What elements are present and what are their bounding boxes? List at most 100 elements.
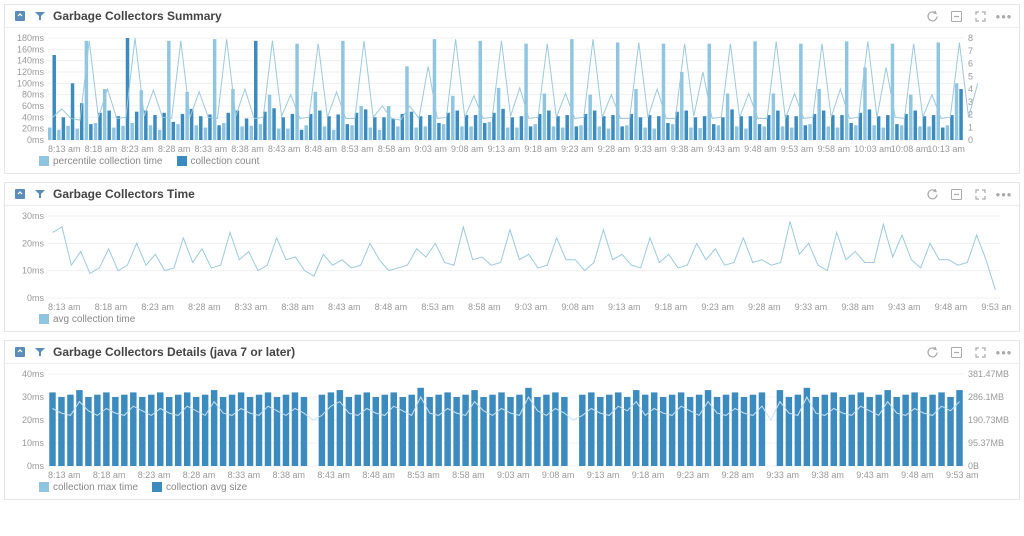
svg-text:8:33 am: 8:33 am (235, 302, 268, 312)
more-icon[interactable]: ••• (997, 187, 1011, 201)
expand-icon[interactable] (13, 9, 27, 23)
svg-text:8:48 am: 8:48 am (362, 470, 395, 480)
svg-text:9:18 am: 9:18 am (632, 470, 665, 480)
svg-text:95.37MB: 95.37MB (968, 438, 1004, 448)
svg-text:30ms: 30ms (22, 392, 45, 402)
panel-header: Garbage Collectors Time ••• (5, 183, 1019, 206)
svg-text:0ms: 0ms (27, 293, 45, 303)
minimize-icon[interactable] (949, 9, 963, 23)
svg-text:10ms: 10ms (22, 438, 45, 448)
svg-text:10:13 am: 10:13 am (927, 144, 965, 154)
svg-text:9:08 am: 9:08 am (561, 302, 594, 312)
svg-text:9:28 am: 9:28 am (748, 302, 781, 312)
refresh-icon[interactable] (925, 187, 939, 201)
legend: collection max time collection avg size (13, 480, 1011, 497)
svg-text:9:18 am: 9:18 am (524, 144, 557, 154)
svg-text:8:58 am: 8:58 am (468, 302, 501, 312)
filter-icon[interactable] (33, 345, 47, 359)
fullscreen-icon[interactable] (973, 9, 987, 23)
filter-icon[interactable] (33, 187, 47, 201)
svg-text:8:33 am: 8:33 am (195, 144, 228, 154)
svg-text:9:53 am: 9:53 am (781, 144, 814, 154)
svg-text:8:58 am: 8:58 am (378, 144, 411, 154)
chart-area: 0ms10ms20ms30ms8:13 am8:18 am8:23 am8:28… (5, 206, 1019, 331)
svg-text:30ms: 30ms (22, 212, 45, 221)
svg-text:100ms: 100ms (17, 78, 45, 88)
chart-area: 0ms10ms20ms30ms40ms0B95.37MB190.73MB286.… (5, 364, 1019, 499)
svg-text:286.1MB: 286.1MB (968, 392, 1004, 402)
svg-text:9:23 am: 9:23 am (701, 302, 734, 312)
svg-text:40ms: 40ms (22, 370, 45, 379)
svg-text:8:43 am: 8:43 am (268, 144, 301, 154)
expand-icon[interactable] (13, 187, 27, 201)
svg-text:8:38 am: 8:38 am (231, 144, 264, 154)
svg-text:9:03 am: 9:03 am (414, 144, 447, 154)
svg-text:9:38 am: 9:38 am (671, 144, 704, 154)
svg-text:8:38 am: 8:38 am (273, 470, 306, 480)
svg-text:9:33 am: 9:33 am (766, 470, 799, 480)
svg-text:8:53 am: 8:53 am (421, 302, 454, 312)
gc-summary-chart: 0ms20ms 40ms60ms80ms 100ms120ms140ms 160ms 1… (13, 34, 1011, 154)
fullscreen-icon[interactable] (973, 345, 987, 359)
svg-text:8:13 am: 8:13 am (48, 144, 81, 154)
expand-icon[interactable] (13, 345, 27, 359)
svg-text:381.47MB: 381.47MB (968, 370, 1009, 379)
svg-text:9:03 am: 9:03 am (515, 302, 548, 312)
panel-gc-time: Garbage Collectors Time ••• 0ms10ms20ms3… (4, 182, 1020, 332)
svg-text:1: 1 (968, 122, 973, 132)
panel-title: Garbage Collectors Details (java 7 or la… (53, 345, 295, 359)
svg-text:7: 7 (968, 46, 973, 56)
panel-header: Garbage Collectors Details (java 7 or la… (5, 341, 1019, 364)
legend-item: avg collection time (39, 314, 135, 325)
svg-text:0ms: 0ms (27, 135, 45, 145)
svg-text:9:13 am: 9:13 am (488, 144, 521, 154)
svg-text:8:38 am: 8:38 am (281, 302, 314, 312)
panel-title: Garbage Collectors Time (53, 187, 195, 201)
filter-icon[interactable] (33, 9, 47, 23)
svg-text:9:18 am: 9:18 am (655, 302, 688, 312)
svg-text:8:48 am: 8:48 am (304, 144, 337, 154)
more-icon[interactable]: ••• (997, 9, 1011, 23)
svg-text:9:43 am: 9:43 am (856, 470, 889, 480)
svg-text:9:53 am: 9:53 am (981, 302, 1011, 312)
svg-text:40ms: 40ms (22, 112, 45, 122)
svg-text:9:33 am: 9:33 am (634, 144, 667, 154)
svg-text:8:43 am: 8:43 am (317, 470, 350, 480)
svg-text:80ms: 80ms (22, 90, 45, 100)
svg-text:9:38 am: 9:38 am (811, 470, 844, 480)
svg-text:20ms: 20ms (22, 124, 45, 134)
svg-text:9:08 am: 9:08 am (542, 470, 575, 480)
svg-text:10:08 am: 10:08 am (891, 144, 929, 154)
refresh-icon[interactable] (925, 345, 939, 359)
fullscreen-icon[interactable] (973, 187, 987, 201)
svg-text:8:53 am: 8:53 am (407, 470, 440, 480)
svg-text:4: 4 (968, 84, 973, 94)
svg-text:9:43 am: 9:43 am (888, 302, 921, 312)
minimize-icon[interactable] (949, 187, 963, 201)
svg-text:160ms: 160ms (17, 44, 45, 54)
svg-text:9:28 am: 9:28 am (598, 144, 631, 154)
svg-text:8:23 am: 8:23 am (121, 144, 154, 154)
chart-area: 0ms20ms 40ms60ms80ms 100ms120ms140ms 160ms 1… (5, 28, 1019, 173)
refresh-icon[interactable] (925, 9, 939, 23)
svg-text:120ms: 120ms (17, 67, 45, 77)
svg-text:8:28 am: 8:28 am (183, 470, 216, 480)
svg-text:8:48 am: 8:48 am (375, 302, 408, 312)
legend-item: collection count (177, 156, 260, 167)
svg-text:8:18 am: 8:18 am (93, 470, 126, 480)
more-icon[interactable]: ••• (997, 345, 1011, 359)
svg-text:9:23 am: 9:23 am (677, 470, 710, 480)
legend-item: percentile collection time (39, 156, 163, 167)
svg-text:5: 5 (968, 71, 973, 81)
svg-text:8:43 am: 8:43 am (328, 302, 361, 312)
svg-text:60ms: 60ms (22, 101, 45, 111)
legend-item: collection max time (39, 482, 138, 493)
panel-header: Garbage Collectors Summary ••• (5, 5, 1019, 28)
panel-gc-summary: Garbage Collectors Summary ••• 0ms20ms 40… (4, 4, 1020, 174)
svg-text:9:03 am: 9:03 am (497, 470, 530, 480)
svg-text:8:18 am: 8:18 am (95, 302, 128, 312)
svg-text:8:28 am: 8:28 am (158, 144, 191, 154)
svg-text:9:28 am: 9:28 am (722, 470, 755, 480)
minimize-icon[interactable] (949, 345, 963, 359)
svg-text:140ms: 140ms (17, 56, 45, 66)
